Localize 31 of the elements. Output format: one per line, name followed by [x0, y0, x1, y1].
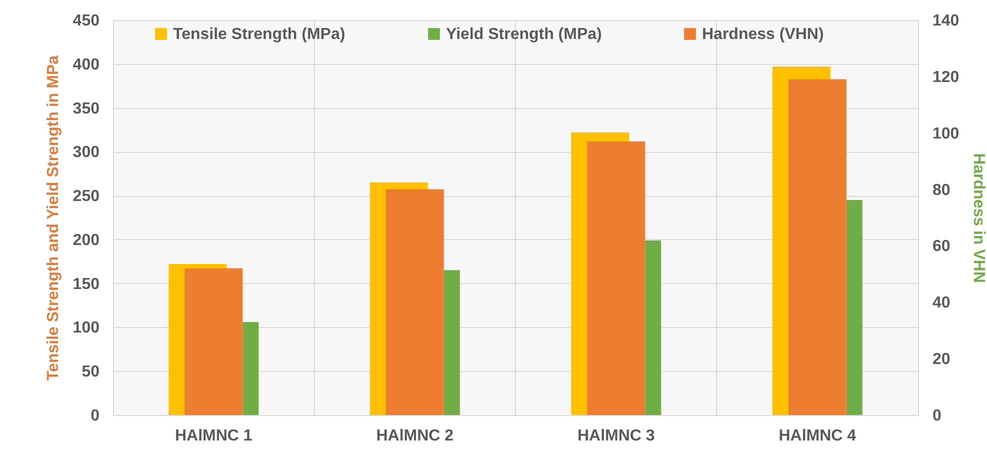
x-tick-label: HAlMNC 2	[376, 428, 454, 444]
y2-tick-label: 40	[932, 294, 950, 312]
y-axis-title: Tensile Strength and Yield Strength in MPa	[44, 55, 62, 381]
legend-label: Hardness (VHN)	[702, 26, 824, 43]
y2-tick-label: 0	[932, 408, 942, 424]
y-tick-label: 300	[72, 144, 100, 162]
y2-axis-title: Hardness in VHN	[970, 153, 987, 283]
bar	[645, 240, 662, 415]
x-tick-label: HAlMNC 3	[577, 428, 655, 444]
y2-tick-label: 120	[932, 68, 960, 86]
y-tick-label: 450	[72, 12, 100, 30]
y-tick-label: 150	[72, 276, 100, 293]
y-tick-label: 400	[72, 56, 100, 74]
bar	[242, 322, 259, 415]
y-tick-label: 0	[90, 408, 100, 424]
y-tick-label: 350	[72, 100, 100, 118]
y-tick-label: 100	[72, 320, 100, 337]
y2-tick-label: 20	[932, 351, 950, 368]
y2-tick-label: 100	[932, 125, 960, 142]
bar	[444, 270, 460, 415]
x-tick-label: HAlMNC 1	[174, 428, 252, 444]
y2-tick-label: 80	[932, 182, 950, 199]
legend-label: Tensile Strength (MPa)	[173, 26, 346, 43]
y-tick-label: 250	[72, 188, 100, 206]
y-tick-label: 50	[82, 364, 100, 381]
x-tick-label: HAlMNC 4	[778, 428, 856, 444]
bar	[846, 200, 862, 415]
legend-label: Yield Strength (MPa)	[446, 26, 602, 43]
y2-tick-label: 60	[932, 238, 950, 256]
y-tick-label: 200	[72, 232, 100, 249]
y2-tick-label: 140	[932, 12, 960, 30]
